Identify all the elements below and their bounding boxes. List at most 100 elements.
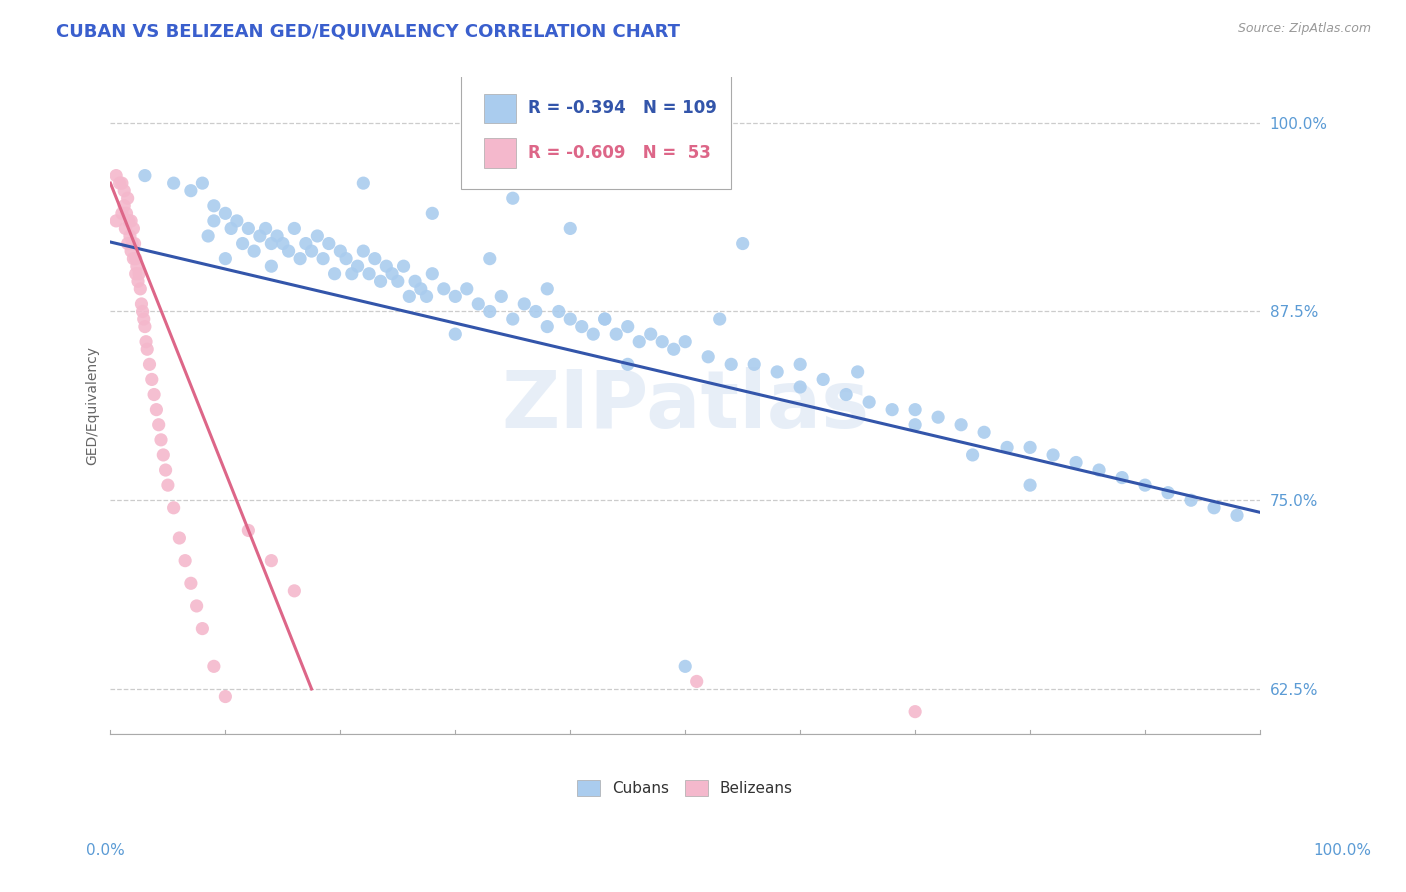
Point: [571, 319, 593, 334]
Point: [858, 395, 880, 409]
Point: [502, 191, 524, 205]
Point: [1180, 493, 1202, 508]
Point: [364, 252, 387, 266]
Point: [117, 191, 139, 205]
Point: [143, 387, 166, 401]
Text: 100.0%: 100.0%: [1313, 843, 1372, 858]
Point: [111, 176, 134, 190]
Point: [846, 365, 869, 379]
Point: [162, 500, 184, 515]
Point: [398, 289, 420, 303]
Point: [128, 267, 150, 281]
Point: [129, 282, 152, 296]
Point: [651, 334, 673, 349]
Point: [766, 365, 789, 379]
Point: [141, 372, 163, 386]
Point: [249, 229, 271, 244]
Point: [112, 199, 135, 213]
Point: [536, 319, 558, 334]
Point: [238, 221, 260, 235]
Point: [835, 387, 858, 401]
Point: [260, 259, 283, 273]
Point: [254, 221, 277, 235]
Point: [301, 244, 323, 258]
FancyBboxPatch shape: [461, 74, 731, 189]
Point: [1019, 478, 1042, 492]
Y-axis label: GED/Equivalency: GED/Equivalency: [86, 346, 100, 466]
Text: Source: ZipAtlas.com: Source: ZipAtlas.com: [1237, 22, 1371, 36]
Point: [329, 244, 352, 258]
Legend: Cubans, Belizeans: Cubans, Belizeans: [571, 774, 799, 802]
Point: [352, 176, 374, 190]
Point: [789, 357, 811, 371]
Point: [323, 267, 346, 281]
Point: [673, 334, 696, 349]
Point: [404, 274, 426, 288]
Point: [513, 297, 536, 311]
Point: [720, 357, 742, 371]
Point: [114, 221, 136, 235]
Point: [547, 304, 569, 318]
Point: [307, 229, 329, 244]
Point: [283, 583, 305, 598]
Point: [131, 304, 153, 318]
Point: [433, 282, 456, 296]
Point: [1019, 441, 1042, 455]
Point: [312, 252, 335, 266]
Point: [318, 236, 340, 251]
Point: [162, 176, 184, 190]
Point: [686, 674, 709, 689]
Point: [118, 214, 141, 228]
Point: [673, 659, 696, 673]
Point: [115, 206, 138, 220]
Point: [112, 184, 135, 198]
Point: [352, 244, 374, 258]
FancyBboxPatch shape: [484, 94, 516, 123]
Point: [904, 705, 927, 719]
Point: [357, 267, 380, 281]
Text: ZIPatlas: ZIPatlas: [501, 367, 869, 445]
Point: [191, 176, 214, 190]
Point: [118, 229, 141, 244]
Point: [904, 402, 927, 417]
Point: [1088, 463, 1111, 477]
Point: [127, 274, 149, 288]
Point: [409, 282, 432, 296]
Point: [420, 206, 443, 220]
Point: [156, 478, 179, 492]
Point: [169, 531, 191, 545]
Point: [375, 259, 398, 273]
Point: [134, 169, 156, 183]
Point: [478, 304, 501, 318]
Point: [1042, 448, 1064, 462]
Point: [950, 417, 973, 432]
Point: [593, 312, 616, 326]
Point: [131, 297, 153, 311]
Point: [122, 252, 145, 266]
Point: [136, 343, 159, 357]
Point: [121, 236, 143, 251]
Point: [277, 244, 299, 258]
Point: [135, 334, 157, 349]
Point: [260, 554, 283, 568]
Point: [415, 289, 437, 303]
Point: [186, 599, 208, 613]
Point: [560, 312, 582, 326]
Point: [536, 282, 558, 296]
Point: [125, 252, 148, 266]
Point: [467, 297, 489, 311]
Point: [214, 690, 236, 704]
Point: [904, 417, 927, 432]
Point: [1226, 508, 1249, 523]
Point: [370, 274, 392, 288]
Point: [789, 380, 811, 394]
Point: [1064, 455, 1087, 469]
Point: [219, 221, 242, 235]
Text: 0.0%: 0.0%: [86, 843, 125, 858]
Point: [214, 252, 236, 266]
Point: [491, 289, 513, 303]
Point: [697, 350, 720, 364]
Point: [225, 214, 247, 228]
Point: [202, 199, 225, 213]
Point: [709, 312, 731, 326]
